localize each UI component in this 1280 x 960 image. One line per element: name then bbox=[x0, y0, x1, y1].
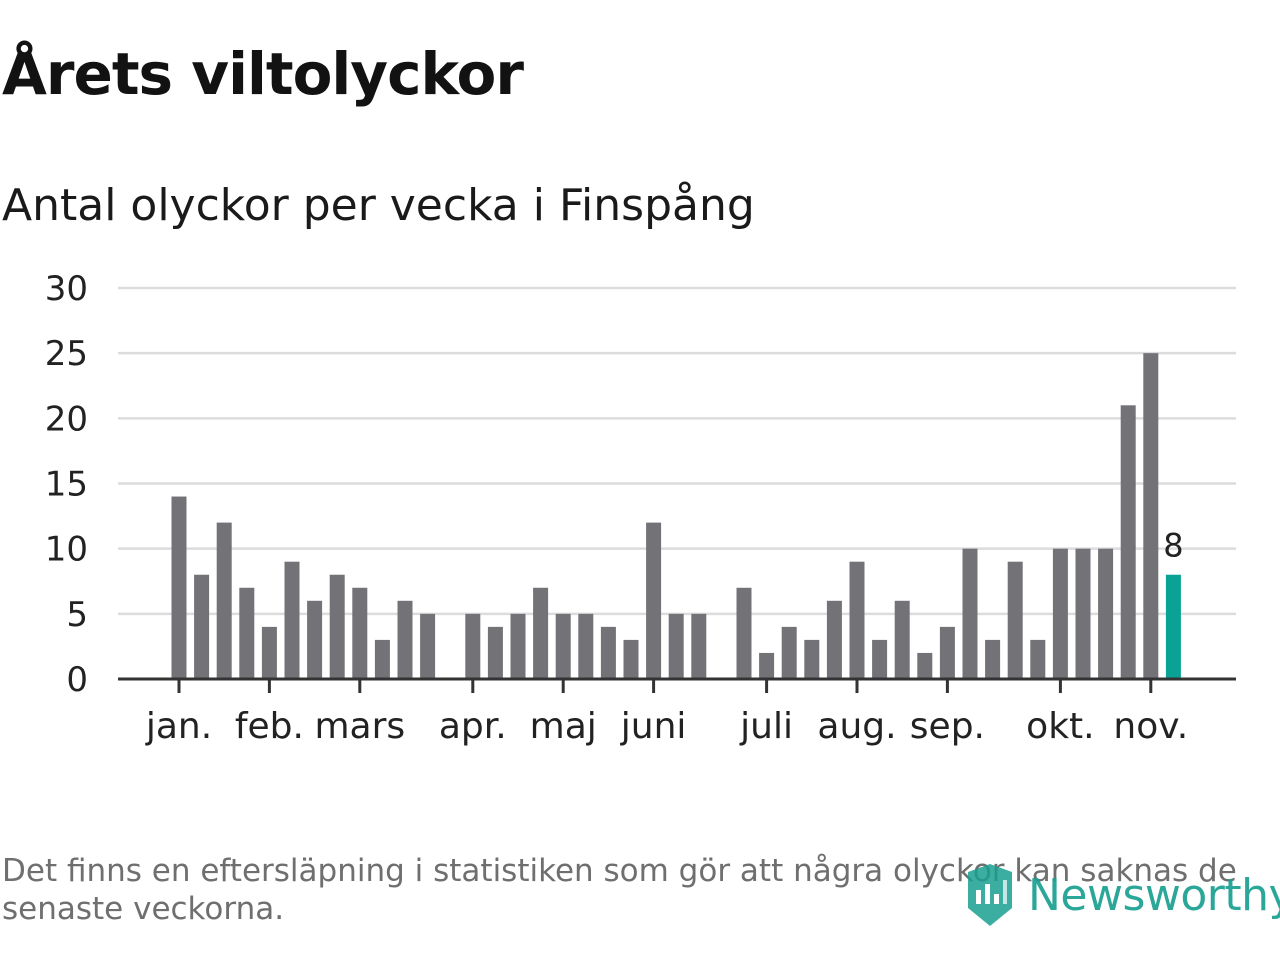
bar bbox=[533, 587, 549, 679]
bar bbox=[646, 522, 662, 679]
bar bbox=[239, 587, 255, 679]
y-tick-label: 15 bbox=[45, 465, 88, 505]
bar bbox=[352, 587, 368, 679]
x-tick-label: sep. bbox=[910, 706, 985, 747]
y-tick-label: 25 bbox=[45, 334, 88, 374]
y-tick-label: 0 bbox=[66, 660, 88, 700]
chart-subtitle: Antal olyckor per vecka i Finspång bbox=[2, 180, 755, 231]
bar bbox=[804, 639, 820, 679]
last-value-label: 8 bbox=[1163, 527, 1183, 565]
bar bbox=[487, 626, 503, 679]
bar bbox=[781, 626, 797, 679]
bar bbox=[826, 600, 842, 679]
bar-chart: 0 5 10 15 20 25 30 jan. feb. mars apr. maj juni juli… bbox=[45, 269, 1236, 747]
bar bbox=[465, 613, 481, 679]
x-tick-label: mars bbox=[314, 706, 405, 747]
x-tick-label: apr. bbox=[439, 706, 507, 747]
bar bbox=[578, 613, 594, 679]
bar bbox=[962, 548, 978, 679]
bar bbox=[1007, 561, 1023, 679]
bar bbox=[691, 613, 707, 679]
bar bbox=[939, 626, 955, 679]
brand-logo: Newsworthy bbox=[964, 860, 1280, 930]
brand-name: Newsworthy bbox=[1028, 869, 1280, 921]
grid-lines bbox=[118, 286, 1236, 616]
bar bbox=[894, 600, 910, 679]
bar bbox=[284, 561, 300, 679]
x-tick-label: juni bbox=[620, 706, 687, 747]
bar bbox=[849, 561, 865, 679]
bar bbox=[1098, 548, 1114, 679]
bar bbox=[510, 613, 526, 679]
bar bbox=[420, 613, 436, 679]
x-tick-label: aug. bbox=[817, 706, 896, 747]
bars bbox=[171, 353, 1181, 679]
x-axis: jan. feb. mars apr. maj juni juli aug. sep. okt. n… bbox=[118, 677, 1236, 747]
x-tick-label: jan. bbox=[145, 706, 212, 747]
y-tick-label: 30 bbox=[45, 269, 88, 309]
x-tick-label: nov. bbox=[1113, 706, 1188, 747]
y-axis-ticks: 0 5 10 15 20 25 30 bbox=[45, 269, 88, 700]
bar bbox=[1075, 548, 1091, 679]
bar bbox=[736, 587, 752, 679]
bar bbox=[329, 574, 345, 679]
bar bbox=[171, 496, 187, 679]
x-tick-label: feb. bbox=[235, 706, 304, 747]
chart-title: Årets viltolyckor bbox=[2, 40, 524, 108]
bar bbox=[397, 600, 413, 679]
bar bbox=[985, 639, 1001, 679]
x-tick-label: okt. bbox=[1026, 706, 1094, 747]
bar bbox=[917, 652, 933, 679]
x-tick-label: juli bbox=[739, 706, 793, 747]
bar bbox=[194, 574, 210, 679]
y-tick-label: 10 bbox=[45, 530, 88, 570]
bar bbox=[1143, 353, 1159, 679]
bar bbox=[623, 639, 639, 679]
y-tick-label: 20 bbox=[45, 399, 88, 439]
bar bbox=[1120, 405, 1136, 679]
bar bbox=[555, 613, 571, 679]
y-tick-label: 5 bbox=[66, 595, 88, 635]
bar bbox=[1030, 639, 1046, 679]
bar bbox=[872, 639, 888, 679]
bar bbox=[374, 639, 390, 679]
bar bbox=[759, 652, 775, 679]
data-labels: 8 bbox=[1163, 527, 1183, 565]
bar bbox=[668, 613, 684, 679]
newsworthy-logo-icon bbox=[968, 864, 1012, 926]
bar bbox=[261, 626, 277, 679]
footnote: Det finns en eftersläpning i statistiken… bbox=[2, 853, 1237, 927]
bar bbox=[307, 600, 323, 679]
bar bbox=[1165, 574, 1181, 679]
bar bbox=[216, 522, 232, 679]
bar bbox=[600, 626, 616, 679]
bar bbox=[1052, 548, 1068, 679]
x-tick-label: maj bbox=[530, 706, 597, 747]
